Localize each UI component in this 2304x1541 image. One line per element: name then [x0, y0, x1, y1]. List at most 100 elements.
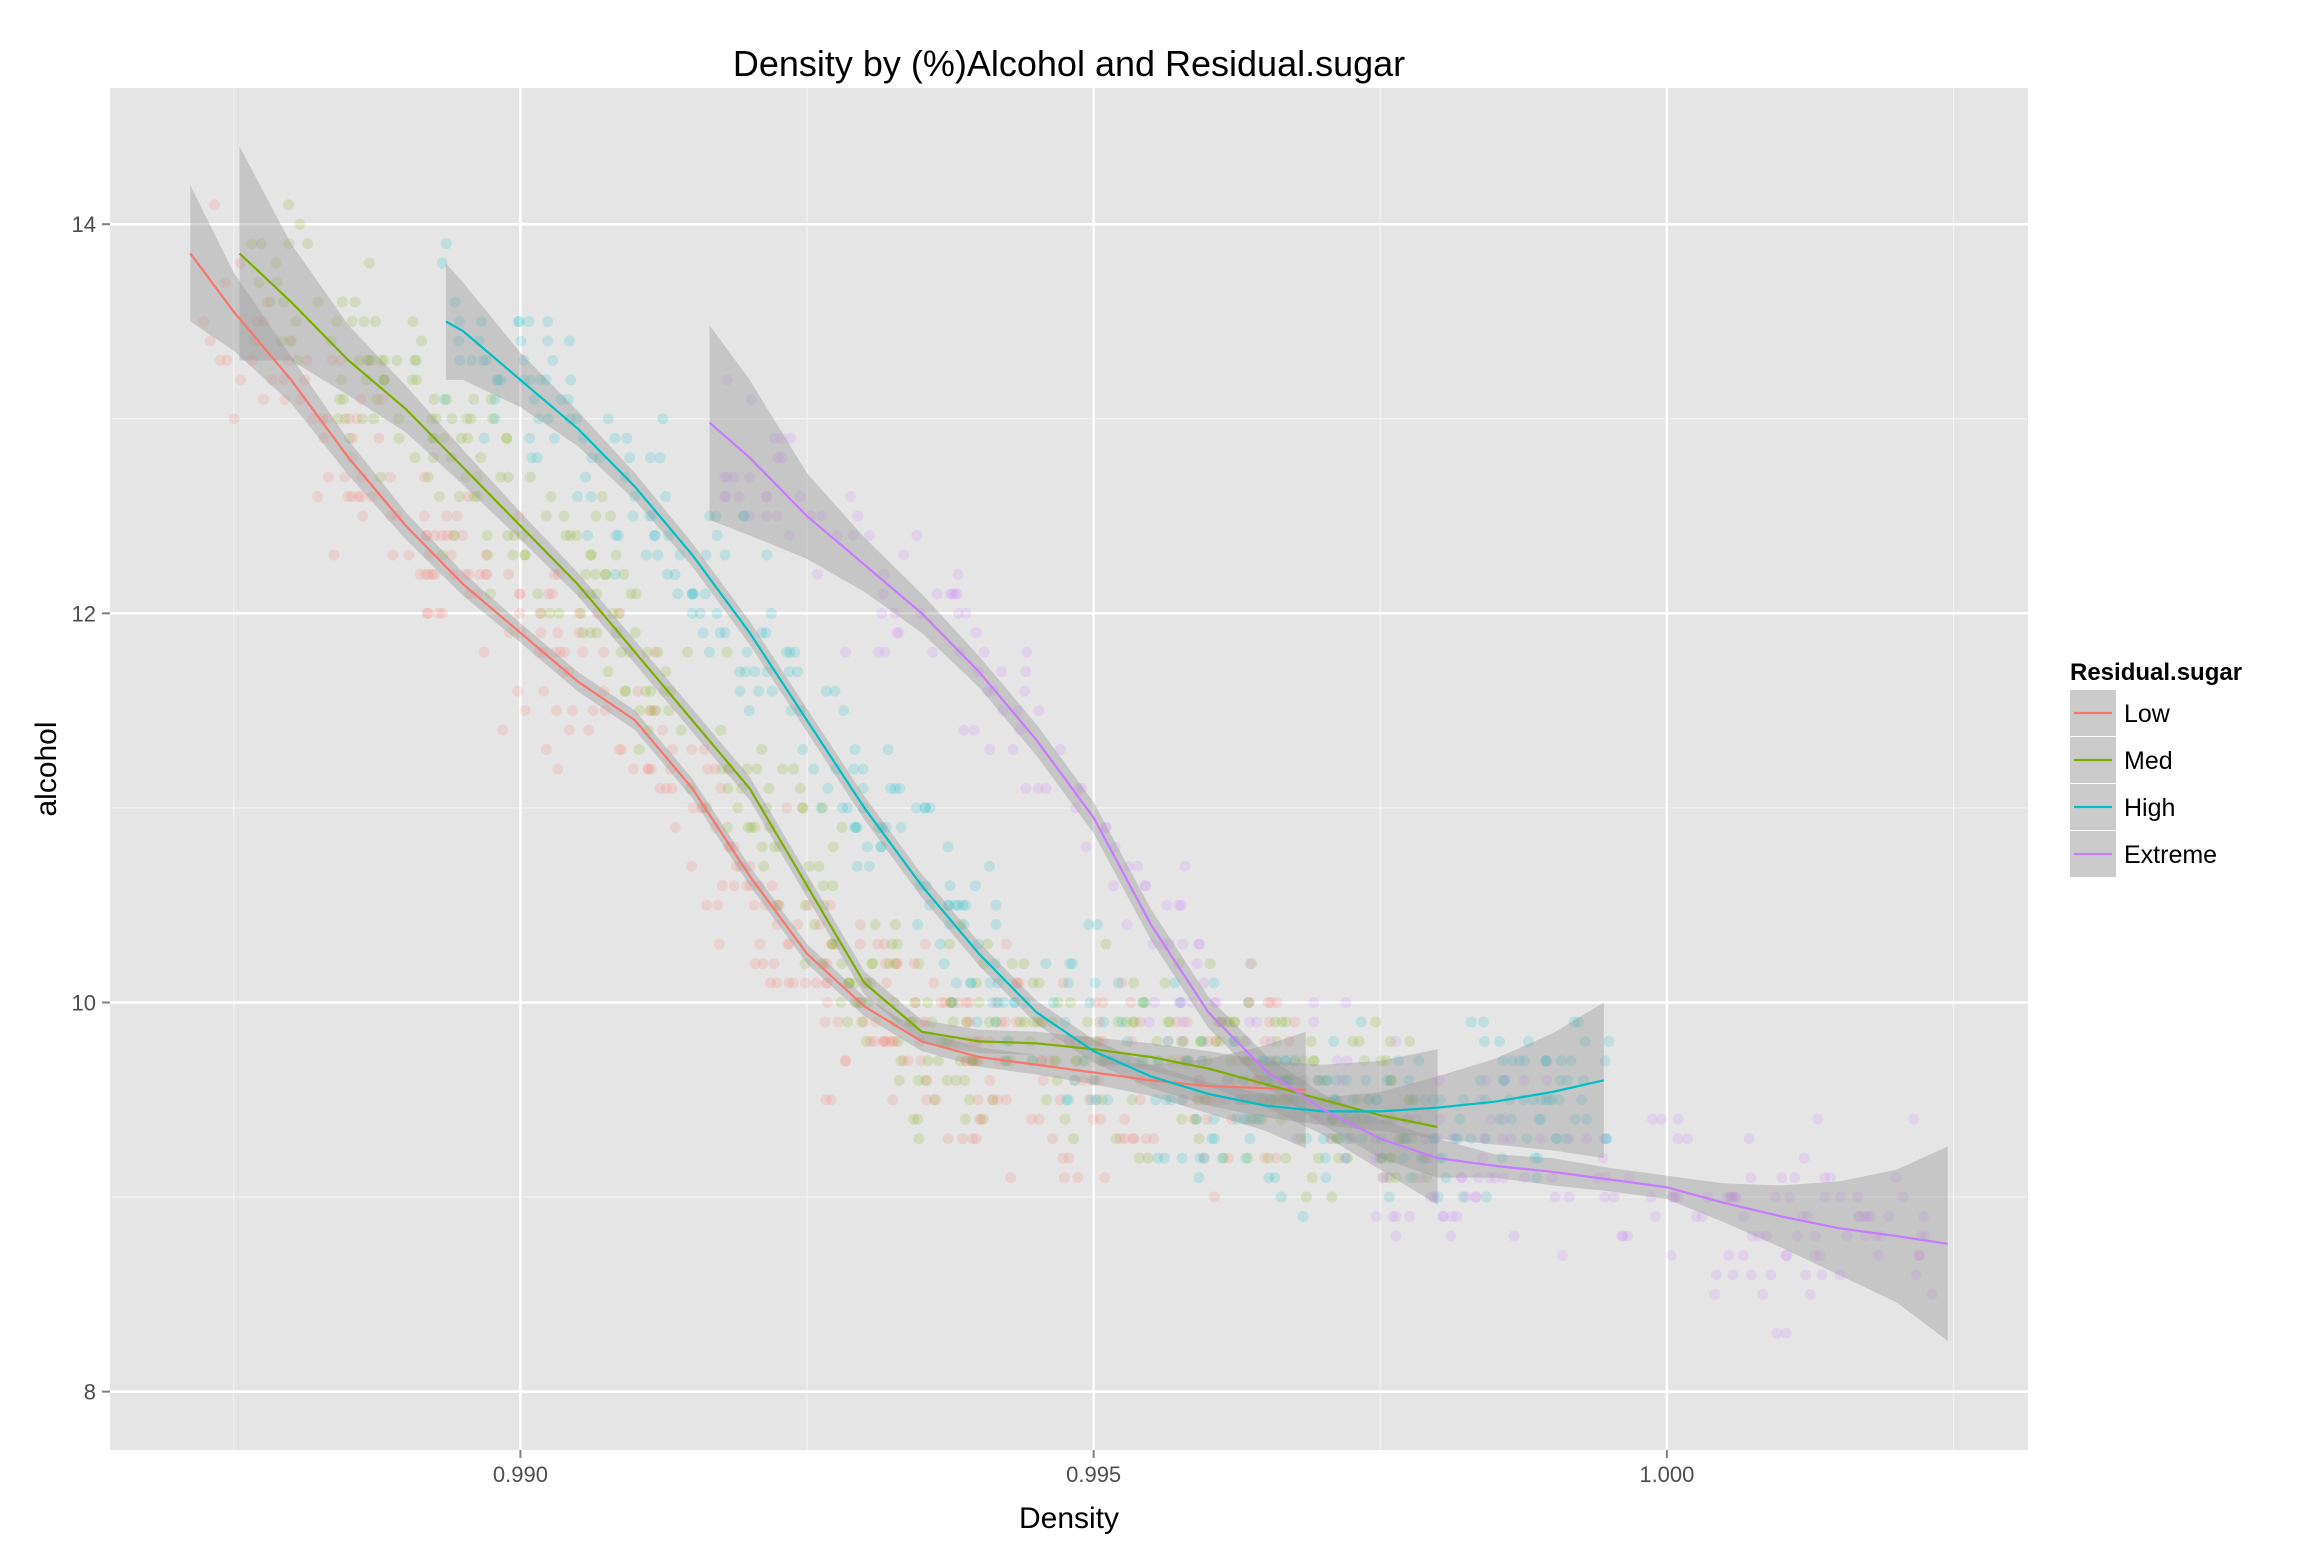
data-point: [476, 315, 488, 327]
data-point: [1280, 1016, 1292, 1028]
data-point: [1270, 1035, 1282, 1047]
data-point: [931, 588, 943, 600]
data-point: [921, 1094, 933, 1106]
data-point: [749, 821, 761, 833]
data-point: [1121, 919, 1133, 931]
data-point: [941, 1035, 953, 1047]
data-point: [1173, 996, 1185, 1008]
data-point: [877, 588, 889, 600]
data-point: [741, 646, 753, 658]
data-point: [885, 782, 897, 794]
data-point: [214, 354, 226, 366]
data-point: [1532, 1152, 1544, 1164]
data-point: [368, 413, 380, 425]
data-point: [835, 996, 847, 1008]
data-point: [840, 1055, 852, 1067]
data-point: [824, 899, 836, 911]
data-point: [666, 744, 678, 756]
data-point: [1070, 802, 1082, 814]
data-point: [771, 919, 783, 931]
data-point: [1228, 1035, 1240, 1047]
data-point: [1349, 1113, 1361, 1125]
data-point: [1709, 1288, 1721, 1300]
data-point: [1340, 996, 1352, 1008]
data-point: [1040, 782, 1052, 794]
data-point: [419, 471, 431, 483]
data-point: [783, 977, 795, 989]
data-point: [832, 1016, 844, 1028]
data-point: [1259, 1035, 1271, 1047]
data-point: [889, 958, 901, 970]
data-point: [1116, 1016, 1128, 1028]
data-point: [333, 393, 345, 405]
data-point: [1271, 1055, 1283, 1067]
data-point: [563, 666, 575, 678]
panel-background: [110, 88, 2028, 1450]
data-point: [1098, 1055, 1110, 1067]
data-point: [1176, 1152, 1188, 1164]
data-point: [761, 666, 773, 678]
data-point: [911, 530, 923, 542]
data-point: [1251, 1113, 1263, 1125]
data-point: [525, 452, 537, 464]
data-point: [1565, 1055, 1577, 1067]
data-point: [978, 646, 990, 658]
data-point: [1193, 1094, 1205, 1106]
data-point: [1192, 1094, 1204, 1106]
data-point: [1581, 1133, 1593, 1145]
data-point: [378, 374, 390, 386]
data-point: [1454, 1113, 1466, 1125]
data-point: [928, 1094, 940, 1106]
data-point: [1472, 1172, 1484, 1184]
data-point: [938, 958, 950, 970]
data-point: [927, 646, 939, 658]
data-point: [1761, 1230, 1773, 1242]
data-point: [686, 588, 698, 600]
data-point: [820, 685, 832, 697]
data-point: [1197, 1035, 1209, 1047]
data-point: [1066, 958, 1078, 970]
data-point: [991, 1094, 1003, 1106]
data-point: [1193, 938, 1205, 950]
data-point: [1434, 1113, 1446, 1125]
data-point: [1457, 1094, 1469, 1106]
data-point: [760, 510, 772, 522]
data-point: [961, 1016, 973, 1028]
data-point: [1460, 1191, 1472, 1203]
data-point: [986, 996, 998, 1008]
data-point: [974, 1113, 986, 1125]
data-point: [1385, 1074, 1397, 1086]
data-point: [1165, 1094, 1177, 1106]
data-point: [908, 958, 920, 970]
data-point: [426, 432, 438, 444]
data-point: [514, 588, 526, 600]
data-point: [1385, 1035, 1397, 1047]
data-point: [1862, 1211, 1874, 1223]
data-point: [373, 432, 385, 444]
data-point: [641, 646, 653, 658]
data-point: [856, 1016, 868, 1028]
data-point: [1540, 1094, 1552, 1106]
grid-major: [110, 88, 2028, 1450]
data-point: [1218, 1152, 1230, 1164]
data-point: [1264, 1055, 1276, 1067]
data-point: [482, 549, 494, 561]
data-point: [1128, 1133, 1140, 1145]
data-point: [1202, 1035, 1214, 1047]
data-point: [1451, 1211, 1463, 1223]
data-point: [791, 666, 803, 678]
data-point: [253, 277, 265, 289]
data-point: [1433, 1074, 1445, 1086]
data-point: [967, 1055, 979, 1067]
data-point: [478, 646, 490, 658]
data-point: [972, 938, 984, 950]
data-point: [279, 393, 291, 405]
data-point: [366, 491, 378, 503]
data-point: [1690, 1211, 1702, 1223]
data-point: [792, 919, 804, 931]
data-point: [843, 977, 855, 989]
data-point: [950, 1074, 962, 1086]
data-point: [1063, 1094, 1075, 1106]
data-point: [1187, 1113, 1199, 1125]
data-point: [369, 315, 381, 327]
